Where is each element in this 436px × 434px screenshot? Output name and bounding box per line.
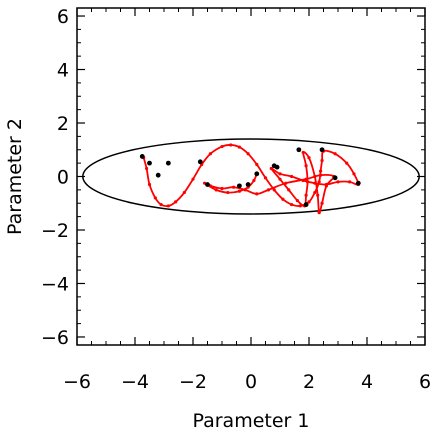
marker-point-4: [197, 159, 203, 165]
trajectory-point-39: [278, 177, 282, 181]
trajectory-point-54: [319, 173, 323, 177]
trajectory-point-16: [263, 176, 268, 180]
trajectory-point-21: [307, 200, 311, 204]
trajectory-point-29: [352, 172, 356, 176]
x-tick-label: 4: [361, 371, 373, 393]
trajectory-point-58: [255, 192, 259, 196]
trajectory-point-8: [191, 177, 195, 181]
trajectory-point-27: [333, 152, 337, 156]
trajectory-point-3: [153, 196, 157, 200]
boundary-ellipse: [82, 138, 420, 215]
trajectory-point-22: [313, 190, 317, 195]
trajectory-point-48: [313, 174, 317, 179]
trajectory-point-35: [301, 178, 305, 183]
trajectory-point-50: [317, 211, 321, 215]
trajectory-point-38: [269, 166, 273, 171]
trajectory-point-56: [284, 181, 288, 185]
trajectory-point-18: [281, 197, 285, 201]
marker-point-1: [155, 172, 161, 178]
trajectory-point-66: [237, 189, 241, 193]
trajectory-point-13: [237, 145, 241, 149]
trajectory-point-40: [287, 188, 291, 192]
trajectory-layer: [142, 143, 360, 215]
trajectory-point-41: [295, 198, 299, 203]
marker-point-14: [237, 183, 242, 189]
trajectory-point-55: [304, 177, 308, 181]
trajectory-point-68: [252, 178, 256, 183]
trajectory-point-2: [147, 182, 152, 187]
marker-point-5: [205, 182, 210, 187]
trajectory-point-32: [336, 180, 340, 184]
trajectory-point-10: [208, 152, 212, 156]
y-tick-label: −6: [41, 327, 69, 349]
trajectory-point-44: [305, 180, 310, 184]
y-tick-label: −4: [41, 273, 69, 295]
trajectory-point-4: [159, 202, 163, 207]
trajectory-point-7: [182, 190, 186, 195]
trajectory-point-64: [214, 188, 218, 192]
trajectory-point-45: [304, 164, 308, 168]
marker-point-12: [332, 175, 338, 181]
y-axis-title: Parameter 2: [4, 118, 26, 235]
y-tick-label: 6: [57, 6, 69, 28]
marker-point-3: [147, 160, 152, 166]
trajectory-point-25: [320, 158, 324, 163]
x-tick-label: −6: [63, 371, 91, 393]
marker-point-10: [319, 147, 325, 153]
x-tick-label: −2: [179, 371, 207, 393]
axes-layer: [76, 7, 426, 346]
ellipse-layer: [82, 138, 420, 215]
marker-point-11: [303, 202, 309, 207]
trajectory-point-46: [301, 150, 305, 155]
marker-point-9: [296, 147, 302, 153]
trajectory-point-28: [345, 161, 349, 165]
trajectory-point-23: [317, 180, 321, 184]
marker-point-15: [274, 164, 280, 170]
x-axis-title: Parameter 1: [193, 410, 310, 432]
plot-frame: [76, 7, 426, 346]
trajectory-point-49: [316, 193, 320, 197]
trajectory-point-36: [290, 174, 294, 179]
y-tick-label: −2: [41, 220, 69, 242]
y-tick-label: 2: [57, 113, 69, 135]
trajectory-point-19: [290, 202, 294, 207]
trajectory-point-57: [266, 188, 270, 192]
marker-point-13: [355, 180, 361, 186]
trajectory-point-14: [246, 152, 250, 156]
x-tick-label: 2: [303, 371, 315, 393]
trajectory-point-51: [320, 201, 324, 205]
trajectory-point-15: [255, 162, 259, 167]
trajectory-point-61: [220, 186, 224, 191]
x-tick-label: −4: [121, 371, 149, 393]
marker-point-6: [245, 182, 251, 187]
trajectory-point-5: [166, 204, 170, 208]
trajectory-point-60: [232, 185, 236, 189]
marker-point-0: [139, 154, 145, 159]
trajectory-point-34: [313, 181, 317, 185]
trajectory-point-12: [229, 143, 233, 147]
trajectory-point-31: [348, 180, 352, 184]
trajectory-point-37: [278, 172, 282, 176]
marker-point-2: [165, 160, 171, 166]
y-tick-label: 4: [57, 60, 69, 82]
trajectory-point-24: [319, 169, 323, 173]
x-tick-label: 0: [245, 371, 257, 393]
trajectory-point-43: [304, 193, 308, 197]
trajectory-point-65: [226, 190, 230, 195]
trajectory-point-6: [174, 200, 178, 204]
trajectory-point-11: [220, 144, 224, 149]
trajectory-point-47: [307, 156, 311, 160]
y-tick-label: 0: [57, 167, 69, 189]
trajectory-point-59: [243, 188, 247, 192]
trajectory-point-1: [145, 166, 149, 171]
markers-layer: [139, 147, 361, 207]
trajectory-point-20: [298, 204, 302, 208]
marker-point-7: [254, 171, 260, 177]
tick-labels-layer: −6 −4 −2 0 2 4 6 −6 −4 −2 0 2 4 6: [41, 6, 431, 393]
x-tick-label: 6: [419, 371, 431, 393]
trajectory-point-17: [272, 188, 276, 192]
ticks-layer: [76, 8, 426, 345]
trajectory-point-52: [324, 184, 328, 188]
